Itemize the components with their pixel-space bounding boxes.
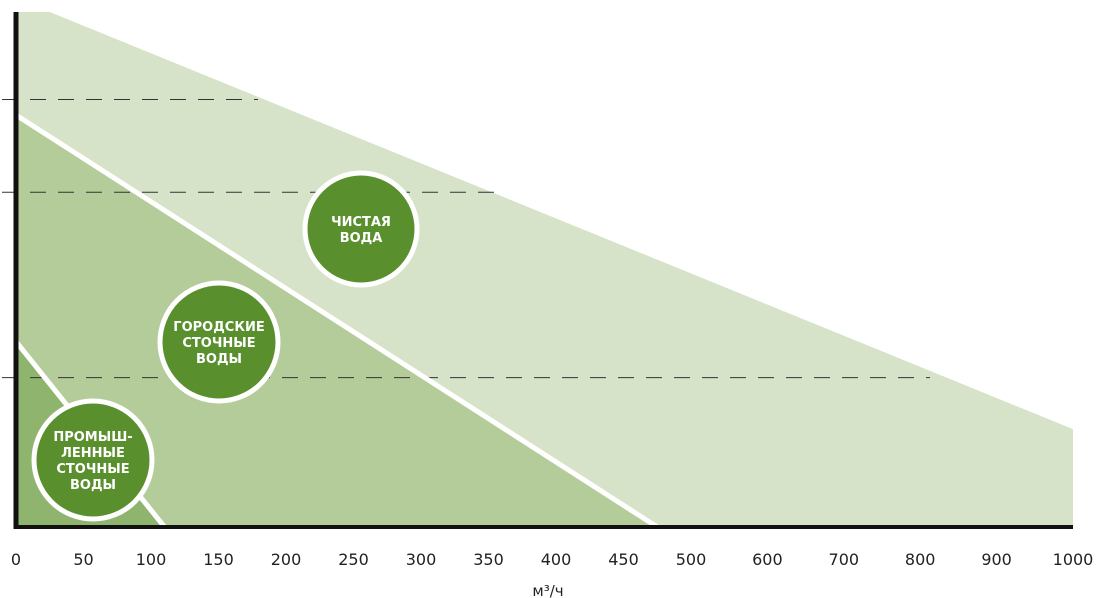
x-tick-label: 250 bbox=[338, 550, 369, 569]
badge-label: ГОРОДСКИЕ bbox=[173, 320, 264, 335]
x-tick-label: 200 bbox=[271, 550, 302, 569]
x-tick-label: 150 bbox=[203, 550, 234, 569]
x-tick-label: 600 bbox=[752, 550, 783, 569]
badge-label: ЛЕННЫЕ bbox=[61, 446, 125, 461]
badge-label: ВОДЫ bbox=[196, 352, 242, 367]
badge-label: ПРОМЫШ- bbox=[53, 430, 132, 445]
x-axis-title: м³/ч bbox=[532, 582, 563, 598]
chart-areas bbox=[16, 12, 1073, 527]
x-tick-label: 400 bbox=[541, 550, 572, 569]
x-tick-labels: 0 50 100 150 200 250 300 350 400 450 500 600 700 800 9… bbox=[11, 550, 1093, 569]
x-tick-label: 300 bbox=[406, 550, 437, 569]
x-tick-label: 800 bbox=[905, 550, 936, 569]
x-tick-label: 900 bbox=[981, 550, 1012, 569]
badge-label: СТОЧНЫЕ bbox=[182, 336, 255, 351]
x-tick-label: 1000 bbox=[1053, 550, 1094, 569]
badge-label: ВОДА bbox=[340, 231, 383, 246]
x-tick-label: 100 bbox=[136, 550, 167, 569]
badge-label: ЧИСТАЯ bbox=[331, 215, 391, 230]
x-tick-label: 50 bbox=[73, 550, 93, 569]
x-tick-label: 0 bbox=[11, 550, 21, 569]
x-tick-label: 350 bbox=[473, 550, 504, 569]
badge-label: СТОЧНЫЕ bbox=[56, 462, 129, 477]
badge-label: ВОДЫ bbox=[70, 478, 116, 493]
x-tick-label: 450 bbox=[608, 550, 639, 569]
x-tick-label: 700 bbox=[829, 550, 860, 569]
x-tick-label: 500 bbox=[676, 550, 707, 569]
